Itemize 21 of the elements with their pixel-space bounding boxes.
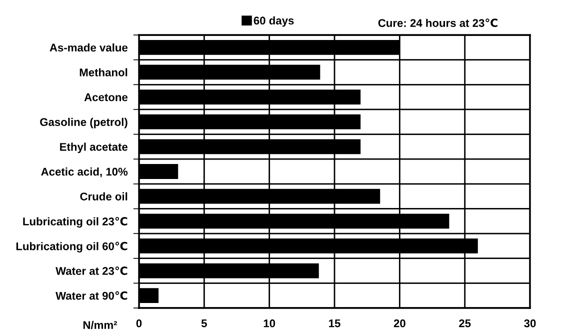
x-tick-label: 5	[201, 320, 207, 328]
x-tick-label: 0	[136, 319, 142, 328]
y-tick-label: Lubricating oil 23℃	[23, 216, 128, 228]
y-tick-label: Ethyl acetate	[60, 142, 128, 154]
y-tick-label: As-made value	[50, 43, 128, 52]
y-tick-label: Methanol	[80, 68, 128, 76]
x-tick-label: 30	[524, 319, 536, 328]
x-tick-label: 25	[459, 319, 471, 328]
y-tick-label: Water at 90℃	[56, 291, 128, 300]
y-tick-label: Gasoline (petrol)	[40, 118, 128, 128]
text: Cure: 24 hours at 23℃	[378, 18, 498, 28]
legend-label: 60 days	[254, 16, 294, 27]
y-tick-label: Acetic acid, 10%	[41, 167, 128, 178]
x-tick-label: 20	[394, 319, 406, 328]
y-tick-label: Lubricationg oil 60℃	[16, 242, 128, 252]
y-tick-label: Water at 23℃	[56, 266, 128, 275]
y-tick-label: Crude oil	[80, 192, 128, 200]
x-axis-title: N/mm²	[83, 320, 118, 330]
x-tick-label: 10	[264, 319, 276, 328]
x-tick-label: 15	[329, 320, 340, 328]
y-tick-label: Acetone	[84, 93, 128, 102]
